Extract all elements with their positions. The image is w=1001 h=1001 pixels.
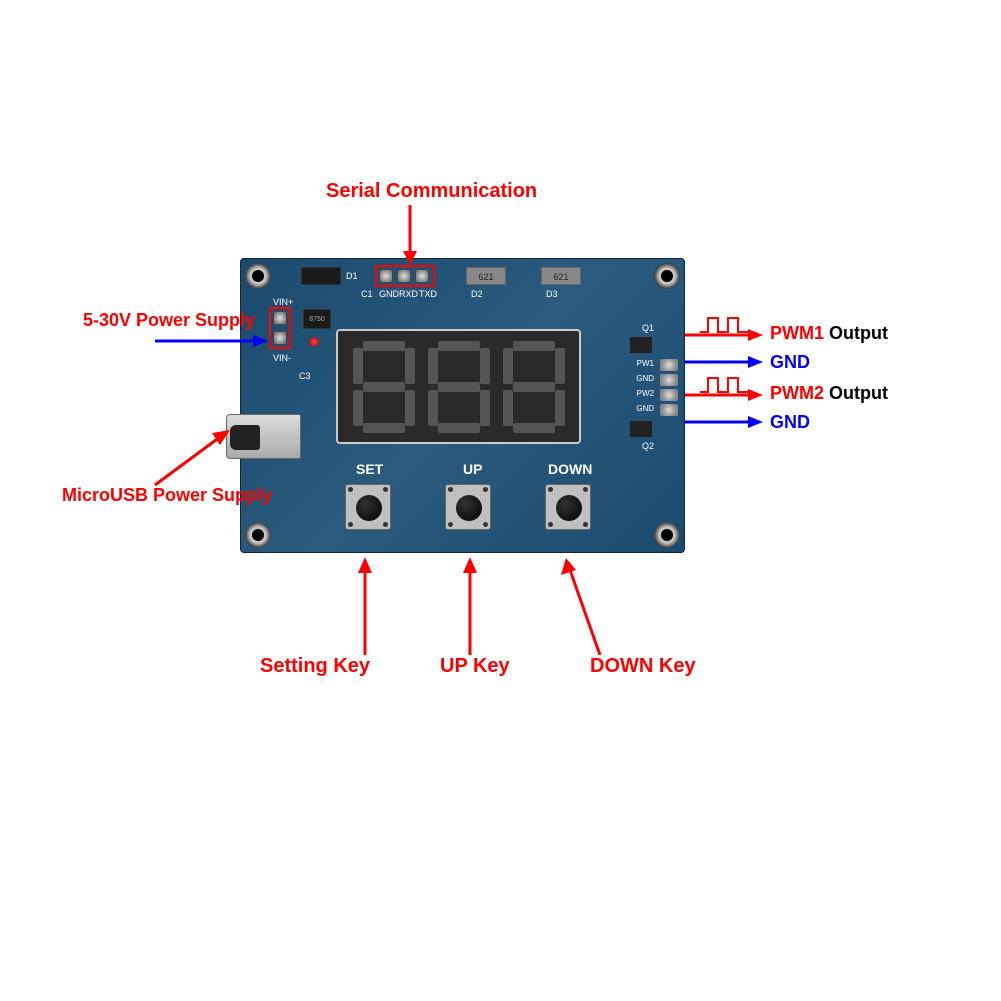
arrow-gnd1 bbox=[685, 352, 765, 372]
pulse-wave-1 bbox=[700, 316, 755, 336]
chip-621-b: 621 bbox=[541, 267, 581, 285]
transistor-q1 bbox=[630, 337, 652, 353]
silk-d3: D3 bbox=[546, 289, 558, 299]
label-up: UP bbox=[463, 461, 482, 477]
digit-1 bbox=[353, 341, 415, 433]
pad-gnd1 bbox=[660, 374, 678, 386]
arrow-up bbox=[455, 555, 485, 655]
chip-8750: 8750 bbox=[303, 309, 331, 329]
annotation-pwm2: PWM2 Output bbox=[770, 383, 888, 404]
serial-highlight-box bbox=[375, 265, 435, 287]
silk-rxd: RXD bbox=[399, 289, 418, 299]
arrow-set bbox=[350, 555, 380, 655]
silk-q2: Q2 bbox=[642, 441, 654, 451]
seven-segment-display bbox=[336, 329, 581, 444]
silk-serial-gnd: GND bbox=[379, 289, 399, 299]
pwm2-text: PWM2 bbox=[770, 383, 824, 403]
label-down: DOWN bbox=[548, 461, 592, 477]
arrow-usb bbox=[150, 425, 235, 490]
arrow-down bbox=[555, 555, 615, 655]
mounting-hole bbox=[245, 263, 271, 289]
annotation-power: 5-30V Power Supply bbox=[83, 310, 255, 331]
chip-621-a: 621 bbox=[466, 267, 506, 285]
annotation-up-key: UP Key bbox=[440, 655, 510, 678]
pcb-board: D1 621 D2 621 D3 C1 GND RXD TXD VIN+ VIN… bbox=[240, 258, 685, 553]
micro-usb-port bbox=[226, 414, 301, 459]
silk-txd: TXD bbox=[419, 289, 437, 299]
vin-highlight-box bbox=[269, 307, 291, 349]
output-text-1: Output bbox=[829, 323, 888, 343]
silk-d2: D2 bbox=[471, 289, 483, 299]
arrow-power bbox=[155, 332, 270, 350]
silk-c1: C1 bbox=[361, 289, 373, 299]
pulse-wave-2 bbox=[700, 376, 755, 396]
annotation-pwm1: PWM1 Output bbox=[770, 323, 888, 344]
pad-pw2 bbox=[660, 389, 678, 401]
pwm1-text: PWM1 bbox=[770, 323, 824, 343]
digit-2 bbox=[428, 341, 490, 433]
mounting-hole bbox=[654, 263, 680, 289]
output-pads-1 bbox=[660, 359, 678, 416]
annotation-gnd2: GND bbox=[770, 412, 810, 433]
power-led bbox=[309, 337, 319, 347]
label-set: SET bbox=[356, 461, 383, 477]
down-button[interactable] bbox=[545, 484, 591, 530]
annotation-setting-key: Setting Key bbox=[260, 655, 370, 678]
diode-d1 bbox=[301, 267, 341, 285]
arrow-gnd2 bbox=[685, 412, 765, 432]
silk-d1: D1 bbox=[346, 271, 358, 281]
digit-3 bbox=[503, 341, 565, 433]
annotation-down-key: DOWN Key bbox=[590, 655, 696, 678]
annotation-gnd1: GND bbox=[770, 352, 810, 373]
annotation-serial: Serial Communication bbox=[326, 180, 537, 203]
silk-sgnd2: GND bbox=[636, 404, 654, 413]
silk-q1: Q1 bbox=[642, 323, 654, 333]
silk-pw2: PW2 bbox=[637, 389, 654, 398]
silk-c3: C3 bbox=[299, 371, 311, 381]
pad-gnd2 bbox=[660, 404, 678, 416]
silk-pw1: PW1 bbox=[637, 359, 654, 368]
output-text-2: Output bbox=[829, 383, 888, 403]
silk-sgnd1: GND bbox=[636, 374, 654, 383]
arrow-serial bbox=[395, 205, 425, 267]
pad-pw1 bbox=[660, 359, 678, 371]
mounting-hole bbox=[654, 522, 680, 548]
set-button[interactable] bbox=[345, 484, 391, 530]
transistor-q2 bbox=[630, 421, 652, 437]
silk-vin-minus: VIN- bbox=[273, 353, 291, 363]
up-button[interactable] bbox=[445, 484, 491, 530]
silk-vin-plus: VIN+ bbox=[273, 297, 293, 307]
mounting-hole bbox=[245, 522, 271, 548]
